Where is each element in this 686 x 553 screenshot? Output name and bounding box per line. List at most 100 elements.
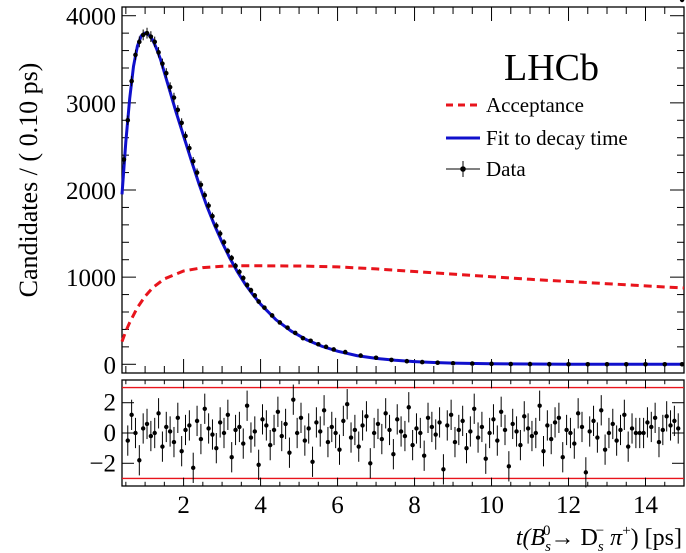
pull-point	[583, 470, 589, 475]
pull-point	[375, 421, 381, 427]
pull-point	[287, 450, 292, 455]
data-point	[152, 39, 158, 45]
pull-point	[541, 448, 546, 454]
pull-point	[622, 412, 627, 418]
pull-point	[425, 415, 431, 421]
pull-point	[579, 424, 585, 430]
pull-point	[606, 430, 612, 436]
pull-point	[129, 412, 134, 418]
pull-point	[468, 429, 473, 434]
pull-point	[614, 438, 619, 443]
pull-point	[672, 418, 677, 424]
data-point	[244, 282, 250, 288]
x-axis: 2 4 6 8 10 12 14	[125, 380, 685, 519]
pull-point	[398, 429, 404, 434]
pull-point	[564, 427, 569, 433]
data-point	[144, 30, 150, 36]
pull-y-axis: −2 0 2	[89, 390, 684, 477]
experiment-label: LHCb	[504, 47, 599, 89]
y-axis-label: Candidates / ( 0.10 ps)	[14, 63, 43, 298]
pull-point	[487, 430, 492, 436]
pull-point	[533, 430, 539, 436]
pull-point	[191, 465, 196, 471]
pull-point	[421, 453, 427, 458]
pull-point	[187, 423, 192, 428]
pull-point	[202, 406, 207, 411]
data-point	[508, 361, 514, 367]
data-point	[662, 361, 668, 367]
pull-point	[448, 412, 454, 418]
pull-y-tick-label: 2	[104, 390, 117, 417]
pull-point	[637, 430, 642, 436]
pull-point	[233, 427, 238, 433]
pull-point	[364, 414, 369, 419]
data-point	[623, 361, 629, 367]
pull-point	[445, 423, 450, 428]
pull-point	[402, 433, 408, 439]
data-point	[358, 353, 363, 358]
data-point	[566, 361, 571, 367]
data-point	[171, 95, 177, 100]
pull-point	[479, 424, 485, 430]
data-point	[643, 361, 648, 367]
pull-y-tick-label: −2	[89, 450, 116, 477]
pull-point	[676, 426, 681, 431]
data-point	[187, 145, 192, 151]
data-point	[140, 32, 146, 38]
pull-plot-panel: −2 0 2 2 4 6 8 10 12 14	[89, 0, 685, 519]
pull-point	[483, 456, 488, 461]
data-point	[248, 287, 254, 293]
data-point	[233, 263, 238, 269]
pull-point	[395, 417, 400, 422]
pull-point	[360, 423, 365, 428]
pull-point	[314, 420, 319, 425]
x-axis-label: t(Bs0→ Ds− π+) [ps]	[516, 523, 682, 553]
pull-point	[160, 444, 165, 449]
pull-point	[125, 438, 130, 443]
data-point	[225, 248, 231, 254]
pull-point	[298, 415, 304, 421]
data-point	[389, 357, 394, 363]
pull-point	[537, 403, 542, 408]
pull-point	[229, 455, 234, 460]
data-point	[206, 203, 211, 208]
pull-point	[371, 430, 377, 436]
pull-point	[560, 455, 565, 460]
data-point	[217, 231, 223, 236]
pull-point	[587, 429, 592, 434]
pull-point	[391, 452, 396, 457]
data-point	[237, 269, 242, 275]
data-point	[404, 358, 410, 364]
pull-point	[329, 424, 334, 430]
pull-point	[337, 447, 342, 452]
pull-point	[306, 426, 311, 431]
pull-point	[344, 402, 350, 407]
pull-point	[441, 467, 446, 472]
pull-point	[279, 433, 284, 439]
data-point	[190, 158, 196, 164]
data-point	[489, 361, 494, 367]
pull-point	[252, 429, 258, 434]
pull-point	[341, 418, 346, 424]
pull-point	[264, 423, 269, 428]
data-point	[137, 39, 142, 45]
pull-point	[294, 430, 300, 436]
pull-point	[167, 429, 173, 434]
acceptance-curve	[120, 264, 685, 343]
data-point	[300, 335, 306, 341]
legend-data-marker	[460, 166, 466, 172]
pull-point	[318, 429, 323, 434]
y-tick-label: 2000	[66, 178, 116, 205]
data-point	[546, 361, 552, 367]
y-tick-label: 0	[104, 352, 117, 379]
pull-point	[144, 421, 150, 427]
pull-point	[260, 417, 265, 422]
data-point	[373, 355, 379, 361]
pull-point	[433, 432, 438, 437]
data-point	[323, 344, 329, 350]
x-tick-label: 6	[331, 492, 344, 519]
pull-point	[248, 435, 254, 440]
pull-point	[140, 426, 146, 431]
pull-point	[210, 432, 215, 437]
